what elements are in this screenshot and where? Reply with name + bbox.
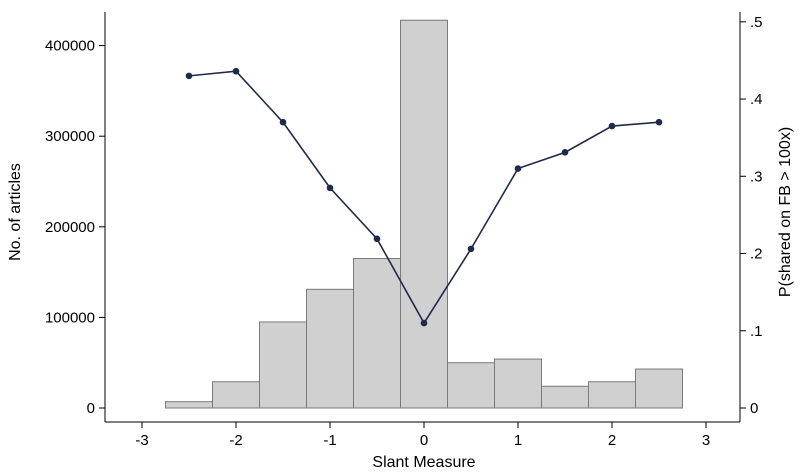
y-left-axis-title: No. of articles [7,163,24,261]
y-right-tick-label: .5 [750,14,763,31]
y-right-tick-label: .1 [750,323,763,340]
histogram-bar [588,381,636,409]
line-point [326,184,334,192]
y-left-tick-label: 0 [87,400,95,417]
histogram-bar [259,321,307,409]
histogram-bars [165,19,683,409]
y-right-tick-label: 0 [750,400,758,417]
histogram-bar [353,258,401,409]
histogram-bar [494,358,542,409]
x-axis-title: Slant Measure [372,454,475,471]
y-right-tick-label: .3 [750,168,763,185]
line-point [279,118,287,126]
histogram-bar [400,19,448,409]
line-point [561,149,569,156]
x-tick-label: -1 [323,432,336,449]
line-point [420,319,428,327]
y-left-tick-label: 100000 [45,309,95,326]
y-left-tick-label: 400000 [45,38,95,55]
y-left-tick-label: 200000 [45,219,95,236]
x-tick-label: -2 [229,432,242,449]
x-tick-label: 0 [420,432,428,449]
y-left-tick-label: 300000 [45,128,95,145]
line-point [232,67,240,75]
histogram-bar [541,385,589,409]
line-point [608,122,616,130]
axes: -3 -2 -1 0 1 2 3 0 100000 200000 300000 400000 0 .1 .2… [45,12,763,449]
histogram-bar [447,362,495,409]
histogram-bar [306,288,354,409]
x-tick-label: -3 [135,432,148,449]
line-point [655,118,663,126]
line-point [185,72,193,80]
histogram-bar [635,368,683,409]
probability-line [185,67,663,327]
y-right-axis-title: P(shared on FB > 100x) [777,127,794,297]
line-point [514,165,522,172]
x-tick-label: 1 [514,432,522,449]
line-point [467,245,475,253]
line-point [373,235,381,243]
y-right-tick-label: .4 [750,91,763,108]
histogram-bar [212,381,260,409]
y-right-tick-label: .2 [750,246,763,263]
x-tick-label: 3 [702,432,710,449]
x-tick-label: 2 [608,432,616,449]
histogram-bar [165,401,213,409]
